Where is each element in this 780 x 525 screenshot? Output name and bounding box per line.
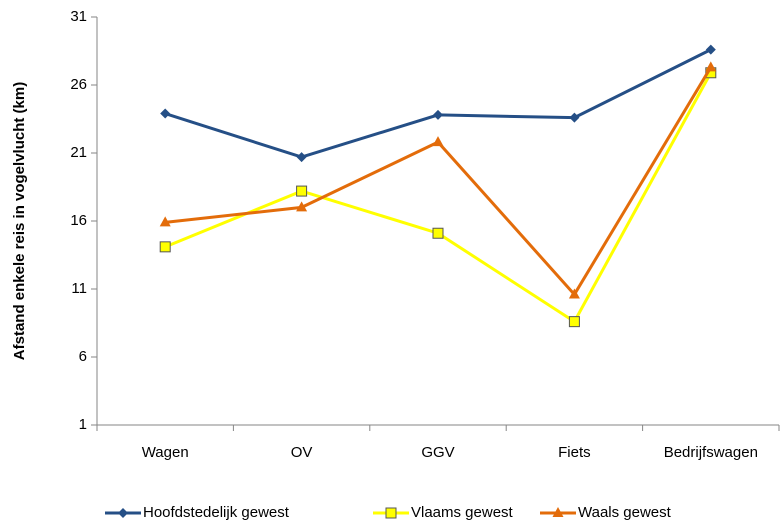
x-tick-label: Fiets <box>558 444 591 461</box>
marker <box>385 507 397 519</box>
legend-label: Vlaams gewest <box>411 504 514 521</box>
y-tick-label: 21 <box>70 144 87 161</box>
y-tick-label: 1 <box>79 416 87 433</box>
series-line <box>165 66 713 297</box>
marker <box>159 216 171 227</box>
marker <box>432 227 444 239</box>
y-tick-label: 31 <box>70 8 87 25</box>
y-tick-label: 16 <box>70 212 87 229</box>
marker <box>568 288 580 299</box>
marker <box>568 316 580 328</box>
marker <box>296 152 307 163</box>
legend-label: Waals gewest <box>578 504 672 521</box>
marker <box>569 112 580 123</box>
marker <box>118 508 128 518</box>
y-tick-label: 26 <box>70 76 87 93</box>
marker <box>433 109 443 120</box>
x-tick-label: GGV <box>421 444 454 461</box>
y-tick-label: 11 <box>71 280 87 297</box>
x-tick-label: OV <box>291 444 313 461</box>
y-axis-label: Afstand enkele reis in vogelvlucht (km) <box>11 82 28 360</box>
marker <box>296 185 308 197</box>
marker <box>705 61 717 72</box>
x-tick-label: Wagen <box>142 444 189 461</box>
marker <box>432 136 444 147</box>
marker <box>552 507 564 517</box>
x-tick-label: Bedrijfswagen <box>664 444 758 461</box>
marker <box>160 108 171 119</box>
marker <box>159 241 171 253</box>
marker <box>705 44 716 55</box>
legend-label: Hoofdstedelijk gewest <box>143 504 290 521</box>
marker <box>296 201 308 212</box>
y-tick-label: 6 <box>79 348 87 365</box>
